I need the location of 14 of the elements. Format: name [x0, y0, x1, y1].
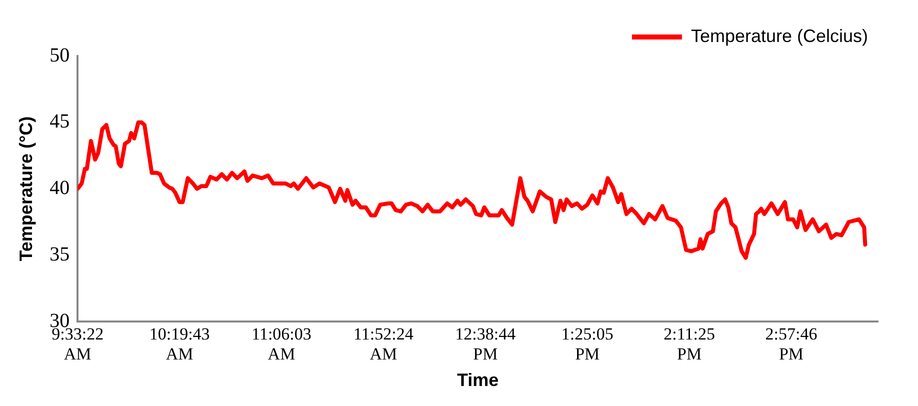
x-axis-title: Time: [456, 370, 499, 390]
x-tick-label: 2:11:25 PM: [664, 324, 715, 364]
legend-label: Temperature (Celcius): [690, 26, 868, 46]
y-tick-label: 50: [50, 44, 70, 66]
x-tick-label: 1:25:05 PM: [561, 324, 614, 364]
y-axis-title: Temperature (°C): [16, 116, 36, 262]
x-tick-label: 10:19:43 AM: [149, 324, 210, 364]
x-tick-label: 12:38:44 PM: [455, 324, 516, 364]
x-tick-label: 11:52:24 AM: [354, 324, 414, 364]
x-tick-label: 2:57:46 PM: [765, 324, 818, 364]
y-tick-label: 35: [50, 243, 70, 266]
y-tick-label: 40: [50, 177, 70, 200]
x-tick-label: 11:06:03 AM: [252, 324, 312, 364]
y-tick-label: 45: [50, 110, 70, 133]
